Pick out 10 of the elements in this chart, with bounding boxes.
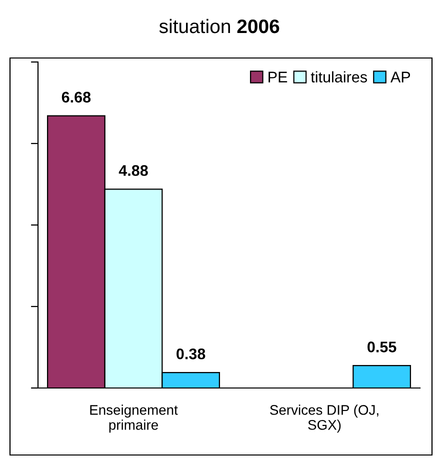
data-label: 4.88 bbox=[118, 165, 148, 176]
legend-label: titulaires bbox=[310, 71, 367, 82]
legend-label: AP bbox=[390, 72, 410, 82]
data-label: 0.38 bbox=[176, 348, 206, 360]
data-label: 6.68 bbox=[62, 92, 91, 103]
x-tick-label: Services DIP (OJ, SGX) bbox=[270, 404, 378, 433]
legend-label: PE bbox=[268, 72, 288, 82]
data-label: 0.55 bbox=[368, 342, 396, 352]
chart-title: situation 2006 bbox=[159, 18, 280, 34]
x-tick-label: Enseignement primaire bbox=[90, 404, 178, 433]
